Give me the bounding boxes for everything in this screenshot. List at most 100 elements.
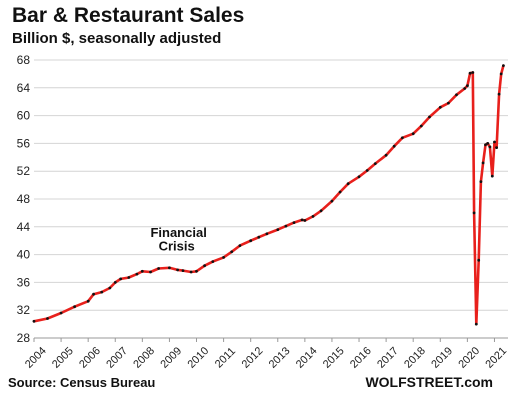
y-tick-label: 60: [17, 109, 31, 123]
data-point: [357, 175, 361, 179]
data-point: [92, 292, 95, 296]
data-point: [490, 174, 494, 178]
y-tick-label: 32: [17, 303, 31, 317]
x-tick-label: 2010: [185, 345, 211, 371]
x-tick-label: 2016: [348, 345, 374, 371]
data-point: [484, 143, 487, 147]
x-tick-label: 2008: [131, 345, 157, 371]
x-tick-label: 2017: [375, 345, 401, 371]
data-point: [86, 299, 90, 303]
data-point: [292, 221, 296, 225]
data-point: [238, 244, 242, 248]
x-tick-label: 2006: [77, 345, 103, 371]
data-point: [479, 180, 483, 184]
annotation-label: Crisis: [159, 238, 195, 253]
x-tick-label: 2021: [483, 345, 509, 371]
x-tick-label: 2004: [23, 345, 49, 371]
data-point: [203, 264, 207, 268]
data-point: [168, 266, 171, 270]
data-point: [463, 87, 467, 90]
y-tick-label: 48: [17, 192, 31, 206]
data-point: [46, 317, 49, 320]
x-tick-label: 2009: [158, 345, 184, 371]
data-point: [300, 218, 304, 222]
y-tick-labels: 28 32 36 40 44 48 52 56 60 64 68: [17, 53, 31, 345]
grid-lines: [34, 59, 508, 339]
data-point: [32, 319, 36, 323]
data-point: [140, 269, 144, 273]
x-tick-labels: 2004 2005 2006 2007 2008 2009 2010 2011 2012 2013…: [23, 345, 509, 371]
data-point: [486, 142, 490, 145]
series-line: [32, 64, 505, 326]
data-points: [32, 64, 505, 326]
x-tick-label: 2012: [240, 345, 266, 371]
data-point: [502, 64, 505, 67]
data-point: [100, 290, 104, 294]
data-point: [338, 190, 342, 194]
data-point: [222, 256, 226, 259]
chart-title: Bar & Restaurant Sales: [12, 4, 245, 27]
y-tick-label: 52: [17, 164, 31, 178]
x-tick-label: 2013: [267, 345, 293, 371]
data-point: [319, 209, 323, 213]
data-point: [189, 270, 193, 274]
data-point: [195, 269, 198, 273]
x-tick-label: 2011: [213, 345, 238, 370]
x-tick-label: 2005: [50, 345, 76, 371]
source-note: Source: Census Bureau: [8, 375, 156, 390]
data-point: [59, 311, 63, 315]
axes: [33, 337, 508, 342]
data-point: [181, 269, 185, 272]
x-tick-label: 2015: [321, 345, 347, 371]
data-point: [438, 105, 442, 109]
data-point: [495, 146, 498, 150]
data-point: [303, 219, 307, 222]
data-point: [488, 145, 492, 149]
data-point: [428, 115, 431, 119]
data-point: [471, 71, 475, 74]
data-point: [499, 72, 503, 76]
data-point: [455, 93, 458, 97]
data-point: [472, 211, 476, 215]
x-tick-label: 2020: [456, 345, 482, 371]
data-point: [265, 232, 269, 236]
data-point: [346, 182, 350, 186]
data-point: [497, 92, 501, 96]
data-point: [477, 258, 481, 262]
data-point: [311, 215, 315, 218]
data-point: [481, 161, 485, 165]
data-point: [127, 276, 131, 279]
x-tick-label: 2019: [429, 345, 455, 371]
data-point: [157, 267, 161, 270]
data-point: [176, 268, 180, 272]
x-tick-label: 2014: [294, 345, 320, 371]
annotation-label: Financial: [150, 225, 206, 240]
data-point: [249, 239, 253, 243]
data-point: [257, 235, 261, 239]
data-point: [113, 281, 117, 284]
data-point: [384, 153, 388, 157]
data-point: [392, 144, 396, 148]
y-tick-label: 40: [17, 248, 31, 262]
x-tick-label: 2018: [402, 345, 428, 371]
data-point: [373, 162, 377, 166]
series-line-0: [32, 64, 505, 326]
data-point: [149, 270, 152, 274]
data-point: [468, 71, 472, 75]
y-tick-label: 64: [17, 81, 31, 95]
data-point: [447, 101, 450, 105]
data-point: [211, 260, 215, 263]
data-point: [230, 250, 234, 254]
brand-logo-text[interactable]: WOLFSTREET.com: [365, 374, 493, 390]
data-point: [401, 136, 404, 140]
data-point: [135, 272, 139, 276]
data-point: [411, 132, 415, 136]
data-point: [108, 286, 112, 290]
y-tick-label: 68: [17, 53, 31, 67]
y-tick-label: 56: [17, 136, 31, 150]
y-tick-label: 44: [17, 220, 31, 234]
data-point: [276, 228, 280, 232]
data-point: [365, 169, 369, 172]
